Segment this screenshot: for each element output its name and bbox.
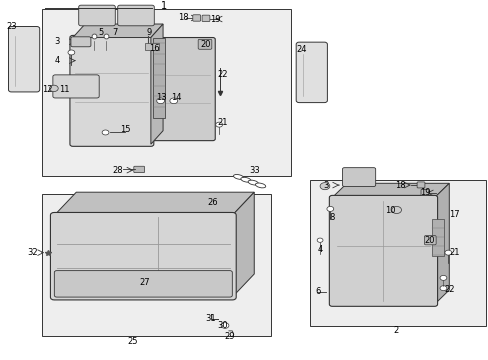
Circle shape — [320, 183, 329, 190]
Polygon shape — [434, 183, 448, 304]
FancyBboxPatch shape — [198, 39, 211, 49]
Text: 18: 18 — [394, 181, 405, 190]
Text: 22: 22 — [443, 285, 454, 294]
Bar — [153, 37, 164, 117]
FancyBboxPatch shape — [416, 182, 424, 188]
Bar — [310, 180, 485, 325]
FancyBboxPatch shape — [79, 5, 115, 26]
Text: 33: 33 — [248, 166, 259, 175]
Bar — [42, 194, 271, 336]
Circle shape — [102, 130, 109, 135]
Circle shape — [317, 238, 323, 242]
Text: 24: 24 — [296, 45, 306, 54]
FancyBboxPatch shape — [152, 37, 215, 141]
Circle shape — [439, 275, 446, 280]
Circle shape — [157, 98, 164, 104]
FancyBboxPatch shape — [71, 37, 91, 47]
FancyBboxPatch shape — [8, 27, 40, 92]
Bar — [431, 219, 444, 256]
Text: 7: 7 — [112, 28, 118, 37]
Text: 22: 22 — [217, 70, 227, 79]
FancyBboxPatch shape — [342, 168, 375, 186]
FancyBboxPatch shape — [296, 42, 327, 103]
Circle shape — [169, 98, 177, 104]
Text: 6: 6 — [314, 287, 320, 296]
Bar — [42, 9, 290, 176]
Text: 3: 3 — [54, 37, 60, 46]
FancyBboxPatch shape — [53, 75, 99, 98]
Circle shape — [221, 323, 228, 328]
Text: 2: 2 — [392, 327, 397, 336]
Text: 16: 16 — [149, 44, 159, 53]
Text: 4: 4 — [54, 56, 59, 65]
FancyBboxPatch shape — [50, 212, 236, 300]
Circle shape — [49, 85, 58, 91]
Text: 14: 14 — [171, 94, 181, 103]
Circle shape — [326, 206, 333, 211]
Text: 18: 18 — [178, 13, 188, 22]
Text: 20: 20 — [200, 40, 210, 49]
Text: 19: 19 — [419, 188, 429, 197]
Circle shape — [444, 250, 451, 255]
Text: 5: 5 — [98, 28, 103, 37]
Text: 3: 3 — [323, 181, 328, 190]
Ellipse shape — [255, 183, 265, 188]
Circle shape — [439, 286, 446, 291]
Text: 25: 25 — [127, 337, 137, 346]
Text: 17: 17 — [448, 210, 459, 219]
Text: 13: 13 — [156, 94, 166, 103]
Text: 4: 4 — [317, 244, 322, 253]
Text: 30: 30 — [217, 321, 227, 330]
Text: 21: 21 — [448, 248, 459, 257]
Circle shape — [391, 206, 401, 213]
Text: 12: 12 — [41, 85, 52, 94]
FancyBboxPatch shape — [329, 195, 437, 306]
FancyBboxPatch shape — [202, 15, 209, 22]
Ellipse shape — [240, 177, 250, 182]
Text: 28: 28 — [112, 166, 123, 175]
Text: 23: 23 — [6, 22, 17, 31]
Text: 15: 15 — [120, 126, 130, 135]
FancyBboxPatch shape — [134, 166, 144, 173]
FancyBboxPatch shape — [118, 5, 154, 26]
Text: 32: 32 — [27, 248, 38, 257]
Polygon shape — [232, 192, 254, 297]
Text: 21: 21 — [217, 118, 227, 127]
Text: 9: 9 — [146, 28, 152, 37]
Text: 10: 10 — [385, 206, 395, 215]
Ellipse shape — [247, 180, 258, 185]
Ellipse shape — [233, 175, 244, 179]
Text: 29: 29 — [224, 332, 235, 341]
FancyBboxPatch shape — [54, 271, 232, 297]
Text: 31: 31 — [204, 314, 215, 323]
Text: 20: 20 — [424, 236, 434, 245]
Text: 11: 11 — [59, 85, 69, 94]
Bar — [144, 43, 159, 50]
FancyBboxPatch shape — [192, 15, 200, 21]
FancyBboxPatch shape — [420, 189, 428, 195]
Text: 8: 8 — [329, 213, 334, 222]
Text: 26: 26 — [207, 198, 218, 207]
Polygon shape — [73, 24, 163, 37]
Circle shape — [68, 50, 75, 55]
Circle shape — [215, 122, 222, 127]
FancyBboxPatch shape — [70, 35, 154, 146]
Text: 27: 27 — [139, 278, 149, 287]
Polygon shape — [151, 24, 163, 144]
FancyBboxPatch shape — [424, 235, 435, 245]
Polygon shape — [331, 183, 448, 198]
Text: 1: 1 — [161, 1, 167, 11]
Text: 19: 19 — [209, 14, 220, 23]
Polygon shape — [54, 192, 254, 215]
